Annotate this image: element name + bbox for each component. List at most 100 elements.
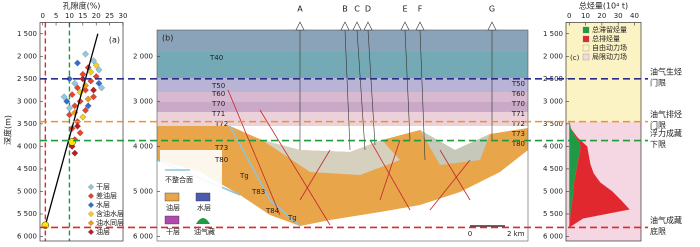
layer [157, 112, 528, 126]
well-label: F [418, 5, 423, 14]
x-tick-label: 25 [105, 12, 114, 20]
legend-label: 含油水层 [96, 209, 124, 218]
legend-swatch [582, 26, 590, 34]
point [66, 104, 73, 112]
x-tick-label: 30 [119, 12, 128, 20]
well-label: G [489, 5, 495, 14]
y-tick-label: 5 000 [17, 187, 37, 195]
layer [157, 78, 528, 92]
threshold-label: 下限 [650, 140, 666, 149]
y-tick-label: 5 500 [17, 210, 37, 218]
legend-label: 油层 [166, 203, 180, 212]
panel-label: (b) [162, 34, 173, 43]
point [98, 84, 105, 92]
horizon-label: T50 [211, 82, 225, 90]
y-tick-label: 4 000 [543, 142, 563, 150]
point [71, 149, 79, 157]
point [87, 68, 95, 76]
y-tick-label: 1 500 [543, 30, 563, 38]
x-tick-label: 20 [597, 12, 606, 20]
y-tick-label: 4 000 [133, 142, 153, 150]
point [74, 122, 81, 130]
y-tick-label: 3 000 [543, 97, 563, 105]
point [92, 73, 100, 80]
legend-label: 自由动力场 [592, 43, 627, 52]
well-symbol [487, 21, 497, 31]
layer [262, 140, 400, 175]
point [71, 102, 79, 110]
point [71, 79, 79, 87]
x-axis-title: 总烃量(10⁴ t) [579, 1, 628, 11]
legend-swatch [582, 53, 590, 61]
well-label: B [342, 5, 348, 14]
point [74, 59, 81, 67]
horizon-label: T70 [211, 100, 225, 108]
point [90, 93, 97, 101]
x-tick-label: 15 [78, 12, 87, 20]
legend-swatch [164, 215, 180, 225]
layer [157, 92, 528, 102]
horizon-label: T80 [214, 156, 228, 164]
horizon-label: T40 [209, 54, 223, 62]
y-tick-label: 6 000 [543, 232, 563, 240]
horizon-label: T80 [511, 140, 525, 148]
point [76, 129, 84, 137]
horizon-label: T60 [211, 90, 225, 98]
legend-marker [87, 219, 95, 227]
horizon-label: T84 [265, 207, 280, 215]
y-tick-label: 5 500 [543, 210, 563, 218]
point [84, 102, 92, 110]
legend-label: 干层 [96, 183, 110, 191]
point [84, 95, 92, 103]
y-tick-label: 5 000 [133, 187, 153, 195]
point [95, 66, 103, 74]
legend-label: 水层 [96, 200, 110, 209]
legend-swatch [195, 192, 211, 202]
y-tick-label: 4 000 [17, 142, 37, 150]
layer [157, 52, 528, 78]
horizon-label: T71 [211, 110, 225, 118]
legend-marker [87, 210, 95, 218]
horizon-label: T60 [511, 90, 525, 98]
legend-label: 总排烃量 [592, 34, 620, 43]
panel-label: (c) [570, 54, 580, 62]
point [68, 91, 76, 98]
x-tick-label: 30 [614, 12, 623, 20]
horizon-label: T73 [511, 130, 525, 138]
horizon-label: T70 [511, 100, 525, 108]
threshold-label: 油气成藏 [650, 215, 682, 225]
threshold-label: 门限 [650, 77, 666, 87]
point [95, 79, 103, 87]
area [569, 119, 581, 228]
horizon-label: T73 [214, 144, 228, 152]
x-tick-label: 5 [54, 12, 58, 20]
scale-label: 2 km [507, 230, 525, 238]
horizon-label: T71 [511, 110, 525, 118]
legend-swatch [582, 35, 590, 43]
point [79, 113, 87, 121]
point [82, 106, 89, 114]
well-symbol [352, 21, 362, 31]
area [569, 119, 630, 228]
legend-label: 总滞留烃量 [592, 25, 627, 34]
scale-label: 0 [468, 230, 472, 238]
y-tick-label: 3 500 [17, 120, 37, 128]
point [82, 50, 89, 58]
threshold-label: 油气生烃 [650, 66, 682, 76]
well-symbol [415, 21, 425, 31]
point [92, 61, 100, 69]
point [82, 86, 89, 94]
legend-swatch [164, 192, 180, 202]
well-symbol [400, 21, 410, 31]
well-label: C [354, 5, 360, 14]
well-symbol [363, 21, 373, 31]
horizon-label: Tg [239, 172, 249, 180]
point [66, 75, 73, 83]
x-tick-label: 20 [92, 12, 101, 20]
point [60, 93, 68, 101]
threshold-label: 油气排烃 [650, 109, 682, 119]
plot-frame [39, 22, 124, 242]
layer [420, 130, 490, 165]
point [63, 97, 71, 105]
